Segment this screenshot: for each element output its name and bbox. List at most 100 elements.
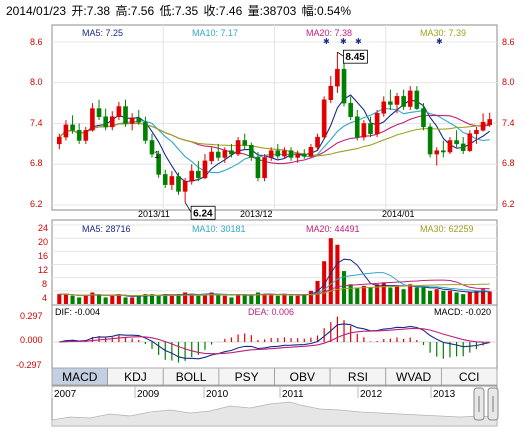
candle-body-27	[235, 140, 241, 155]
macd-value-legend: MACD: -0.020	[434, 307, 491, 317]
candle-45	[354, 109, 360, 141]
macd-tick-bottom: -0.297	[16, 360, 42, 370]
candle-body-1	[63, 124, 69, 138]
candle-body-20	[189, 170, 195, 182]
macd-y-axis: 0.297 0.000 -0.297	[16, 311, 43, 370]
tab-boll[interactable]: BOLL	[162, 367, 220, 386]
tab-rsi[interactable]: RSI	[329, 367, 387, 386]
tab-wvad[interactable]: WVAD	[385, 367, 442, 386]
header-change-label: 幅:	[302, 3, 317, 18]
volume-bar-9	[116, 294, 121, 304]
volume-bar-14	[149, 294, 155, 304]
candle-47	[368, 116, 373, 138]
volume-bar-38	[308, 290, 313, 304]
candle-16	[162, 169, 168, 189]
volume-bar-19	[183, 292, 188, 304]
candle-body-8	[109, 116, 115, 128]
volume-bar-1	[63, 294, 68, 304]
tab-macd[interactable]: MACD	[51, 367, 109, 386]
candle-35	[288, 147, 294, 161]
vol-tick-8: 8	[42, 279, 47, 289]
volume-bar-25	[222, 295, 227, 304]
price-y-axis-left: 8.6 8.0 7.4 6.8 6.2	[30, 37, 43, 209]
volume-bar-36	[295, 295, 300, 304]
candle-body-49	[381, 101, 387, 114]
price-tick-6-8-right: 6.8	[502, 158, 515, 168]
volume-bar-48	[375, 284, 380, 304]
header-quote: 2014/01/23 开:7.38 高:7.56 低:7.35 收:7.46 量…	[6, 3, 351, 18]
header-open-label: 开:	[71, 4, 86, 18]
candlesticks	[57, 52, 492, 203]
candle-59	[447, 137, 453, 155]
vol-tick-4: 4	[42, 293, 47, 303]
candle-14	[149, 133, 155, 158]
candle-body-4	[83, 130, 89, 141]
marker-2: ✱	[340, 37, 347, 46]
candle-body-35	[288, 150, 294, 158]
volume-bar-56	[428, 290, 433, 304]
price-ma20-legend: MA20: 7.38	[306, 28, 352, 38]
volume-bar-16	[163, 294, 168, 304]
tab-label-obv: OBV	[290, 370, 315, 384]
header-change: 0.54%	[317, 4, 351, 18]
candle-64	[480, 113, 486, 132]
candle-29	[249, 142, 254, 161]
candle-40	[321, 96, 327, 139]
candle-body-60	[454, 140, 459, 145]
volume-bar-33	[275, 295, 280, 304]
candle-21	[196, 160, 201, 182]
macd-tick-zero: 0.000	[20, 335, 43, 345]
volume-bar-57	[434, 289, 439, 304]
price-tick-8-0-right: 8.0	[502, 77, 515, 87]
annotation-6.24: 6.24	[193, 208, 213, 219]
candle-57	[434, 147, 440, 166]
volume-bar-11	[130, 297, 135, 304]
marker-3: ✱	[355, 37, 362, 46]
candle-49	[381, 96, 387, 117]
volume-ma5-legend: MA5: 28716	[82, 224, 131, 234]
candle-53	[407, 86, 413, 110]
tab-psy[interactable]: PSY	[218, 367, 275, 386]
volume-bar-32	[269, 294, 274, 304]
volume-bar-13	[143, 294, 148, 304]
candle-body-34	[282, 150, 287, 157]
volume-bar-20	[189, 294, 194, 304]
volume-y-axis: 24 20 16 12 8 4	[38, 223, 48, 303]
candle-62	[467, 130, 473, 153]
candle-body-7	[103, 116, 108, 128]
tab-kdj[interactable]: KDJ	[107, 367, 164, 386]
volume-bar-49	[381, 282, 386, 304]
price-grid	[52, 25, 497, 210]
marker-4: ✱	[436, 37, 443, 46]
volume-bar-3	[77, 297, 82, 304]
tab-cci[interactable]: CCI	[440, 367, 498, 386]
price-ma5-legend: MA5: 7.25	[82, 28, 123, 38]
volume-bar-27	[236, 294, 241, 304]
candle-10	[123, 99, 128, 127]
volume-bar-55	[421, 287, 426, 304]
candle-25	[222, 147, 228, 163]
volume-bar-44	[348, 284, 353, 304]
candle-body-65	[487, 119, 492, 126]
volume-bar-28	[242, 294, 247, 304]
vol-tick-16: 16	[38, 251, 48, 261]
price-tick-8-0-left: 8.0	[30, 77, 43, 87]
candle-body-21	[196, 170, 201, 179]
candle-6	[96, 99, 102, 121]
candle-body-48	[374, 113, 380, 134]
candle-body-6	[96, 108, 102, 117]
candle-body-26	[229, 150, 234, 155]
header-volume: 38703	[263, 4, 297, 18]
header-close: 7.46	[219, 4, 243, 18]
candle-body-22	[202, 160, 208, 179]
volume-bar-35	[289, 295, 294, 304]
candle-body-44	[348, 102, 353, 117]
candle-body-50	[388, 101, 393, 105]
annotation-box-6.24	[190, 205, 216, 220]
volume-bar-30	[255, 292, 260, 304]
candle-46	[361, 120, 367, 141]
header-close-label: 收:	[204, 4, 219, 18]
tab-obv[interactable]: OBV	[274, 367, 331, 386]
candle-42	[335, 52, 340, 93]
